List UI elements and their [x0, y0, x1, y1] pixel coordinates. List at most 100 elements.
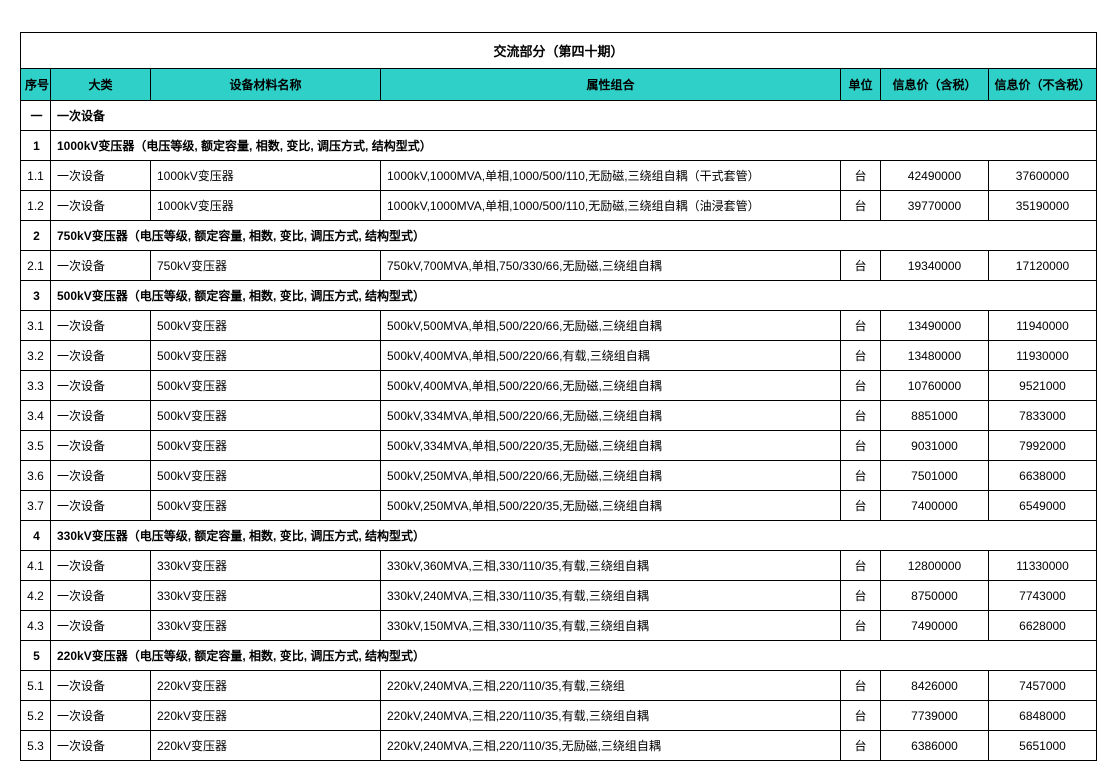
cell-attr: 330kV,150MVA,三相,330/110/35,有载,三绕组自耦: [381, 611, 841, 641]
cell-unit: 台: [841, 341, 881, 371]
col-price-tax: 信息价（含税）: [881, 69, 989, 101]
cell-category: 一次设备: [51, 371, 151, 401]
cell-attr: 500kV,334MVA,单相,500/220/66,无励磁,三绕组自耦: [381, 401, 841, 431]
col-name: 设备材料名称: [151, 69, 381, 101]
cell-unit: 台: [841, 461, 881, 491]
table-header-row: 序号大类设备材料名称属性组合单位信息价（含税）信息价（不含税）: [21, 69, 1097, 101]
cell-attr: 500kV,250MVA,单相,500/220/66,无励磁,三绕组自耦: [381, 461, 841, 491]
cell-price-tax: 13480000: [881, 341, 989, 371]
cell-price-notax: 6549000: [989, 491, 1097, 521]
group-seq: 5: [21, 641, 51, 671]
cell-price-notax: 37600000: [989, 161, 1097, 191]
cell-unit: 台: [841, 491, 881, 521]
cell-attr: 500kV,500MVA,单相,500/220/66,无励磁,三绕组自耦: [381, 311, 841, 341]
cell-name: 500kV变压器: [151, 461, 381, 491]
cell-price-notax: 17120000: [989, 251, 1097, 281]
cell-seq: 3.4: [21, 401, 51, 431]
cell-attr: 220kV,240MVA,三相,220/110/35,有载,三绕组自耦: [381, 701, 841, 731]
table-row: 4.3一次设备330kV变压器330kV,150MVA,三相,330/110/3…: [21, 611, 1097, 641]
cell-price-tax: 8750000: [881, 581, 989, 611]
cell-unit: 台: [841, 251, 881, 281]
cell-price-notax: 11330000: [989, 551, 1097, 581]
cell-name: 750kV变压器: [151, 251, 381, 281]
cell-name: 500kV变压器: [151, 491, 381, 521]
table-row: 3.6一次设备500kV变压器500kV,250MVA,单相,500/220/6…: [21, 461, 1097, 491]
cell-attr: 500kV,400MVA,单相,500/220/66,有载,三绕组自耦: [381, 341, 841, 371]
cell-attr: 500kV,250MVA,单相,500/220/35,无励磁,三绕组自耦: [381, 491, 841, 521]
cell-price-notax: 11940000: [989, 311, 1097, 341]
cell-price-tax: 19340000: [881, 251, 989, 281]
cell-price-notax: 9521000: [989, 371, 1097, 401]
col-category: 大类: [51, 69, 151, 101]
group-seq: 3: [21, 281, 51, 311]
cell-name: 330kV变压器: [151, 611, 381, 641]
group-label: 1000kV变压器（电压等级, 额定容量, 相数, 变比, 调压方式, 结构型式…: [51, 131, 1097, 161]
cell-category: 一次设备: [51, 461, 151, 491]
cell-category: 一次设备: [51, 551, 151, 581]
cell-category: 一次设备: [51, 431, 151, 461]
cell-price-notax: 7457000: [989, 671, 1097, 701]
cell-name: 500kV变压器: [151, 401, 381, 431]
cell-category: 一次设备: [51, 191, 151, 221]
group-label: 750kV变压器（电压等级, 额定容量, 相数, 变比, 调压方式, 结构型式）: [51, 221, 1097, 251]
price-table: 交流部分（第四十期）序号大类设备材料名称属性组合单位信息价（含税）信息价（不含税…: [20, 32, 1097, 761]
group-row: 3500kV变压器（电压等级, 额定容量, 相数, 变比, 调压方式, 结构型式…: [21, 281, 1097, 311]
cell-category: 一次设备: [51, 341, 151, 371]
table-row: 1.1一次设备1000kV变压器1000kV,1000MVA,单相,1000/5…: [21, 161, 1097, 191]
cell-attr: 330kV,240MVA,三相,330/110/35,有载,三绕组自耦: [381, 581, 841, 611]
cell-price-tax: 39770000: [881, 191, 989, 221]
cell-name: 330kV变压器: [151, 551, 381, 581]
cell-name: 220kV变压器: [151, 701, 381, 731]
cell-seq: 3.3: [21, 371, 51, 401]
cell-unit: 台: [841, 191, 881, 221]
cell-unit: 台: [841, 671, 881, 701]
col-seq: 序号: [21, 69, 51, 101]
group-seq: 2: [21, 221, 51, 251]
cell-category: 一次设备: [51, 251, 151, 281]
cell-price-notax: 11930000: [989, 341, 1097, 371]
cell-name: 500kV变压器: [151, 431, 381, 461]
cell-price-tax: 9031000: [881, 431, 989, 461]
cell-name: 500kV变压器: [151, 371, 381, 401]
cell-unit: 台: [841, 161, 881, 191]
cell-seq: 4.1: [21, 551, 51, 581]
cell-seq: 3.1: [21, 311, 51, 341]
table-row: 5.1一次设备220kV变压器220kV,240MVA,三相,220/110/3…: [21, 671, 1097, 701]
cell-category: 一次设备: [51, 581, 151, 611]
table-title-row: 交流部分（第四十期）: [21, 33, 1097, 69]
cell-price-tax: 42490000: [881, 161, 989, 191]
group-seq: 4: [21, 521, 51, 551]
col-attr: 属性组合: [381, 69, 841, 101]
cell-unit: 台: [841, 371, 881, 401]
cell-unit: 台: [841, 311, 881, 341]
cell-unit: 台: [841, 401, 881, 431]
cell-price-notax: 6848000: [989, 701, 1097, 731]
cell-category: 一次设备: [51, 671, 151, 701]
cell-attr: 1000kV,1000MVA,单相,1000/500/110,无励磁,三绕组自耦…: [381, 161, 841, 191]
cell-category: 一次设备: [51, 161, 151, 191]
section-label: 一次设备: [51, 101, 1097, 131]
group-label: 330kV变压器（电压等级, 额定容量, 相数, 变比, 调压方式, 结构型式）: [51, 521, 1097, 551]
cell-attr: 750kV,700MVA,单相,750/330/66,无励磁,三绕组自耦: [381, 251, 841, 281]
cell-seq: 5.1: [21, 671, 51, 701]
cell-category: 一次设备: [51, 401, 151, 431]
cell-seq: 3.7: [21, 491, 51, 521]
cell-price-notax: 7833000: [989, 401, 1097, 431]
cell-seq: 2.1: [21, 251, 51, 281]
cell-price-tax: 7739000: [881, 701, 989, 731]
cell-price-notax: 7992000: [989, 431, 1097, 461]
cell-attr: 1000kV,1000MVA,单相,1000/500/110,无励磁,三绕组自耦…: [381, 191, 841, 221]
cell-price-tax: 10760000: [881, 371, 989, 401]
cell-price-notax: 6628000: [989, 611, 1097, 641]
cell-attr: 220kV,240MVA,三相,220/110/35,有载,三绕组: [381, 671, 841, 701]
cell-name: 500kV变压器: [151, 311, 381, 341]
cell-name: 220kV变压器: [151, 671, 381, 701]
cell-price-notax: 7743000: [989, 581, 1097, 611]
table-title: 交流部分（第四十期）: [21, 33, 1097, 69]
group-row: 2750kV变压器（电压等级, 额定容量, 相数, 变比, 调压方式, 结构型式…: [21, 221, 1097, 251]
group-row: 4330kV变压器（电压等级, 额定容量, 相数, 变比, 调压方式, 结构型式…: [21, 521, 1097, 551]
group-seq: 1: [21, 131, 51, 161]
group-row: 11000kV变压器（电压等级, 额定容量, 相数, 变比, 调压方式, 结构型…: [21, 131, 1097, 161]
cell-attr: 500kV,334MVA,单相,500/220/35,无励磁,三绕组自耦: [381, 431, 841, 461]
cell-price-tax: 7400000: [881, 491, 989, 521]
